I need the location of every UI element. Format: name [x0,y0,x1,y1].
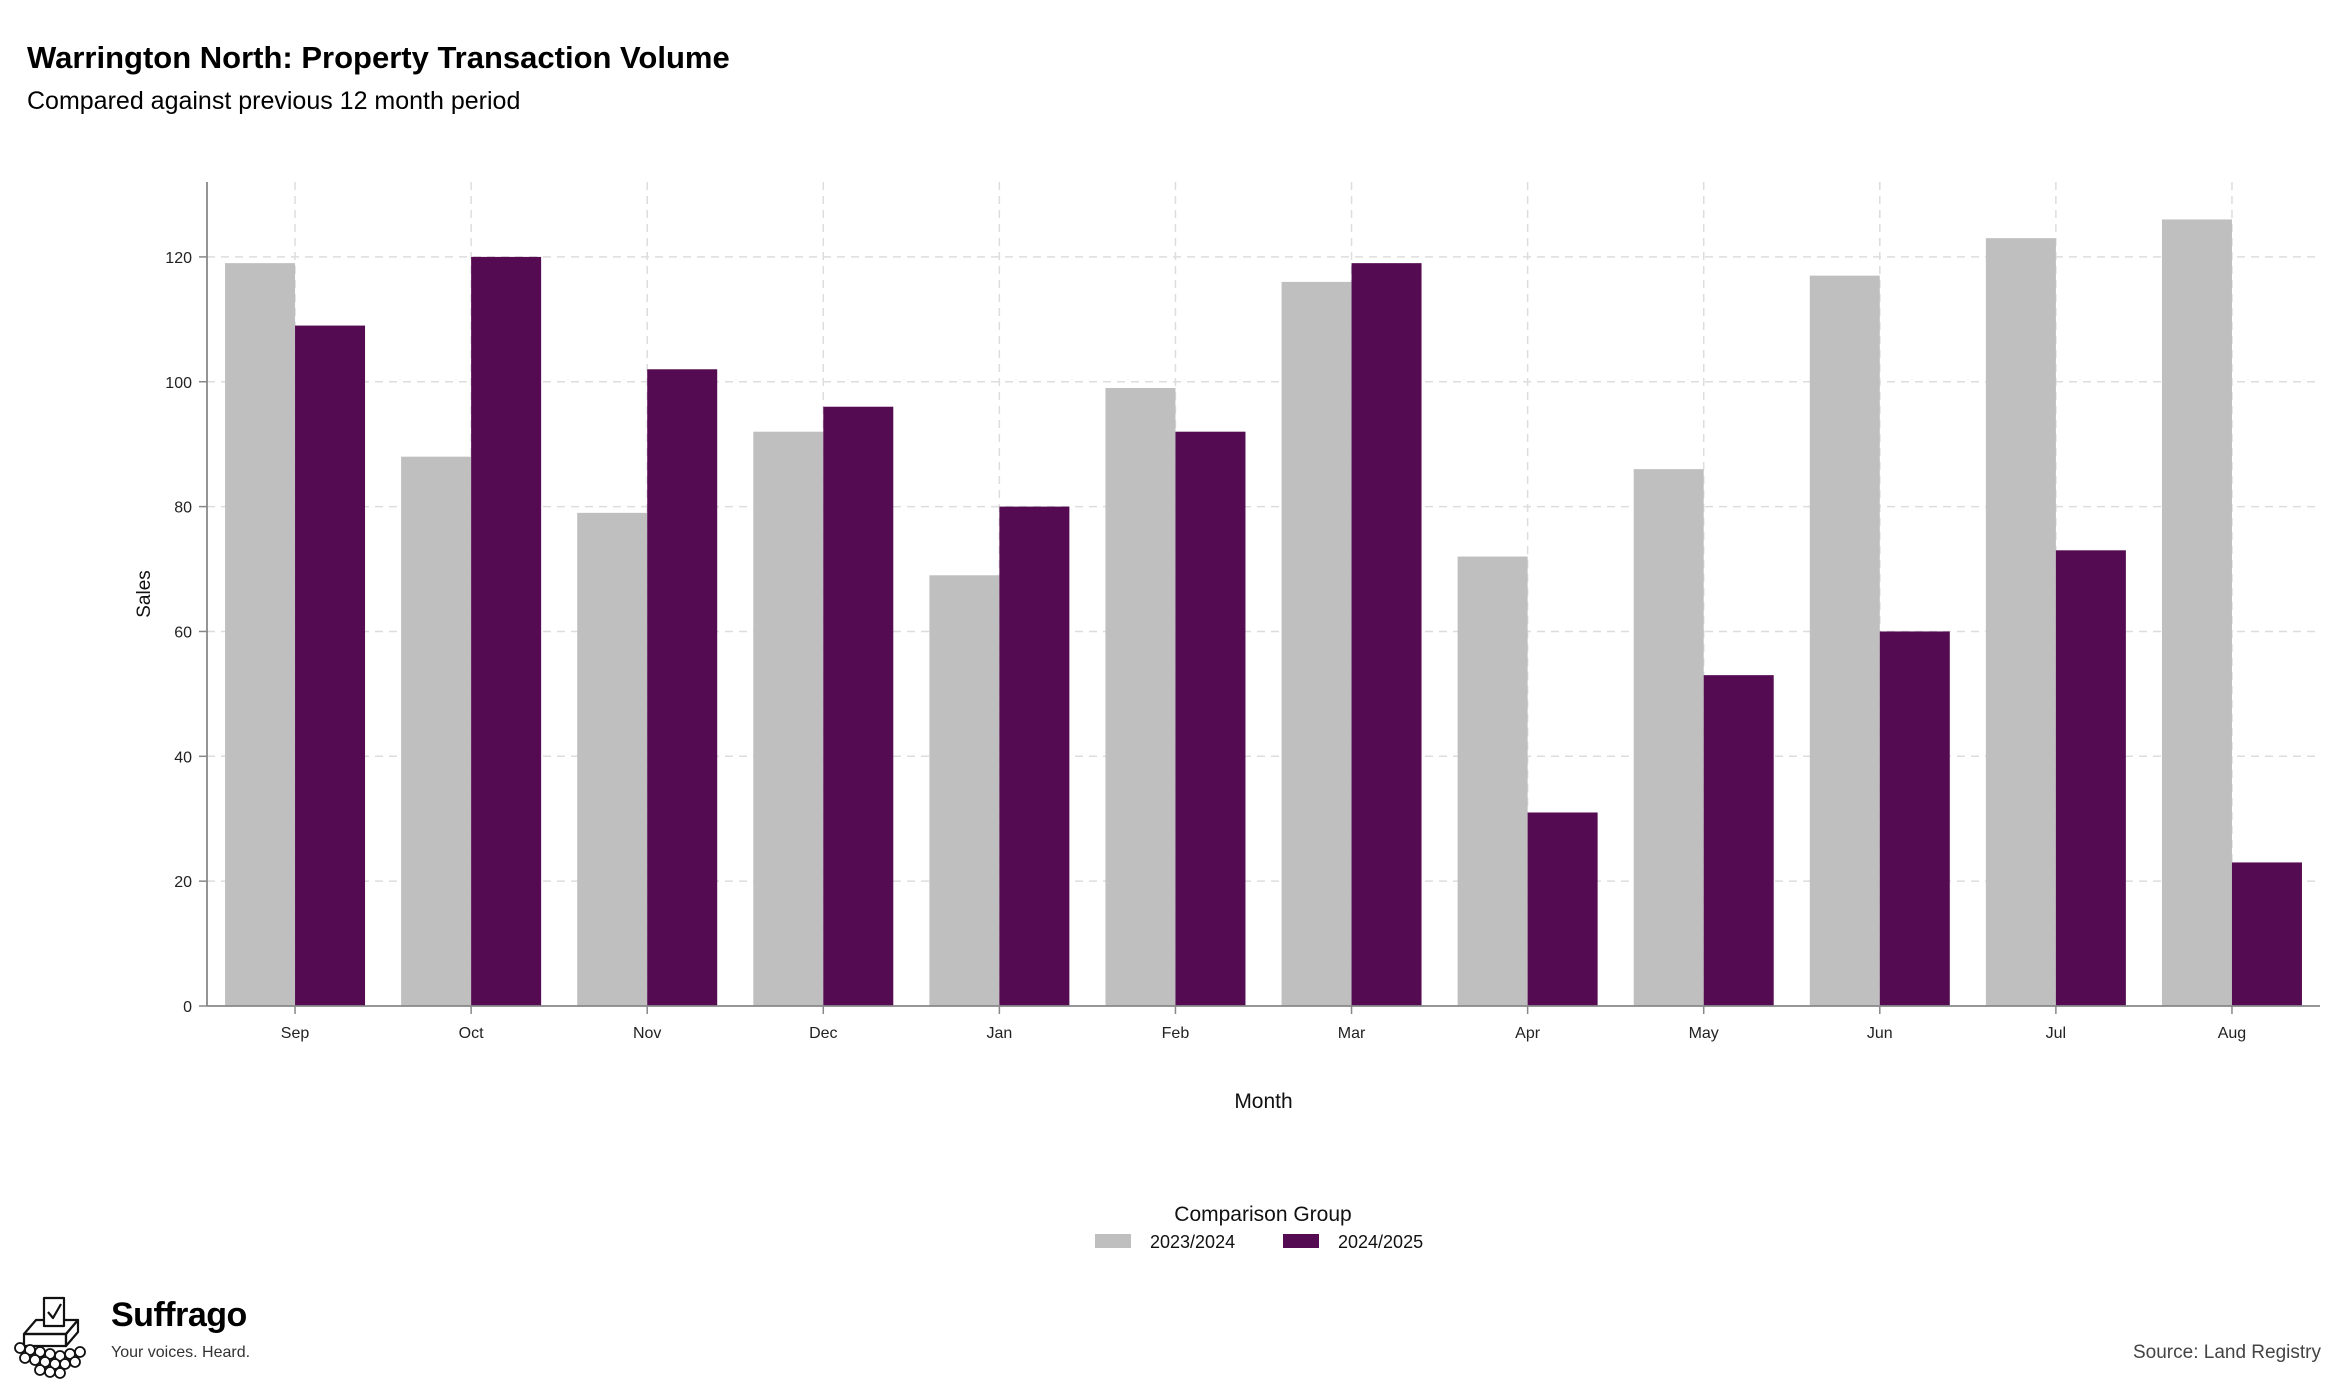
source-note: Source: Land Registry [2133,1342,2321,1363]
bar-2024-2025-jun [1879,631,1950,1006]
bar-2024-2025-may [1703,675,1774,1006]
brand-logo: Suffrago Your voices. Heard. [14,1292,274,1382]
x-tick-label: Dec [809,1025,837,1042]
x-tick-label: Apr [1515,1025,1541,1042]
bars [225,219,2302,1007]
legend-label: 2023/2024 [1150,1232,1235,1252]
bar-2023-2024-nov [577,512,648,1006]
bar-2024-2025-feb [1175,431,1246,1006]
bar-2023-2024-oct [401,456,472,1007]
legend-label: 2024/2025 [1338,1232,1423,1252]
y-tick-label: 120 [165,250,192,267]
x-tick-label: Jul [2046,1025,2066,1042]
y-tick-label: 0 [183,999,192,1016]
bar-2023-2024-jan [929,575,1000,1006]
y-tick-label: 20 [174,874,192,891]
x-tick-label: Jun [1867,1025,1893,1042]
bar-2024-2025-aug [2231,862,2302,1006]
x-tick-label: Nov [633,1025,661,1042]
x-tick-label: Oct [459,1025,484,1042]
x-tick-label: Feb [1162,1025,1190,1042]
bar-2024-2025-jul [2055,550,2126,1006]
chart-subtitle: Compared against previous 12 month perio… [27,87,521,115]
bar-2024-2025-mar [1351,263,1422,1007]
bar-2023-2024-may [1633,469,1704,1007]
brand-name: Suffrago [111,1296,247,1334]
legend: Comparison Group 2023/2024 2024/2025 [1095,1203,1423,1252]
ballot-box-icon [14,1296,86,1379]
bar-2024-2025-dec [823,406,894,1006]
bar-2024-2025-jan [999,506,1070,1006]
bar-chart: 0 20 40 60 80 100 120 Sep Oct Nov Dec Jan Feb Mar Apr M… [134,182,2320,1252]
bar-2024-2025-oct [471,256,542,1007]
bar-2023-2024-jun [1809,275,1880,1006]
x-tick-label: Mar [1338,1025,1366,1042]
legend-swatch [1095,1234,1131,1248]
bar-2023-2024-jul [1985,238,2056,1006]
y-tick-label: 60 [174,624,192,641]
bar-2023-2024-dec [753,431,824,1006]
x-axis-title: Month [1234,1090,1292,1113]
y-tick-label: 100 [165,375,192,392]
bar-2024-2025-apr [1527,812,1598,1006]
legend-swatch [1283,1234,1319,1248]
x-tick-label: Jan [986,1025,1012,1042]
bar-2023-2024-mar [1281,281,1352,1006]
bar-2024-2025-nov [647,369,718,1007]
bar-2024-2025-sep [295,325,366,1006]
brand-tagline: Your voices. Heard. [111,1344,251,1361]
bar-2023-2024-apr [1457,556,1528,1006]
bar-2023-2024-aug [2161,219,2232,1007]
y-tick-label: 80 [174,500,192,517]
y-axis-title: Sales [134,570,155,618]
bar-2023-2024-feb [1105,388,1176,1006]
y-tick-label: 40 [174,749,192,766]
axes: 0 20 40 60 80 100 120 Sep Oct Nov Dec Jan Feb Mar Apr M… [134,182,2320,1113]
bar-2023-2024-sep [225,263,296,1007]
legend-title: Comparison Group [1174,1203,1351,1226]
x-tick-label: Sep [281,1025,310,1042]
x-tick-label: Aug [2218,1025,2246,1042]
chart-title: Warrington North: Property Transaction V… [27,40,730,75]
x-tick-label: May [1689,1025,1719,1042]
